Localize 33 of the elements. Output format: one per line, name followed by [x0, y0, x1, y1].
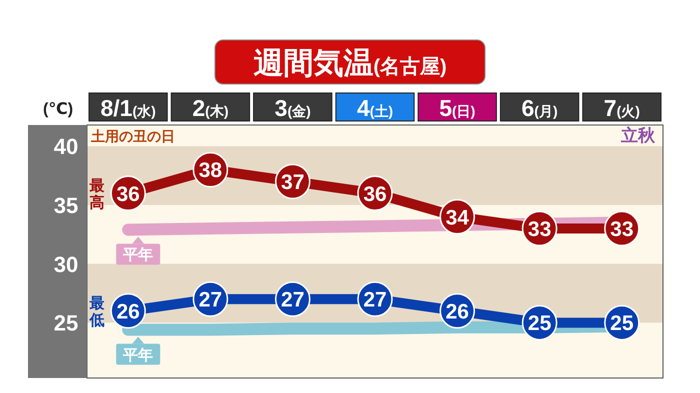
x-tick-label: 2(木): [192, 95, 228, 121]
x-tick-label: 5(日): [439, 95, 476, 121]
y-tick-label: 30: [54, 252, 78, 277]
annotation: 土用の丑の日: [90, 128, 175, 144]
annotation: 立秋: [620, 126, 656, 145]
x-tick-label: 4(土): [356, 95, 394, 121]
x-tick-label: 8/1(水): [100, 95, 156, 121]
data-label: 27: [198, 288, 222, 312]
x-tick-label: 7(火): [604, 95, 640, 121]
y-axis-title: (℃): [42, 101, 74, 118]
data-label: 37: [281, 170, 304, 194]
data-label: 26: [446, 300, 469, 324]
y-tick-label: 40: [54, 134, 78, 160]
data-label: 27: [363, 288, 387, 312]
data-label: 27: [281, 288, 304, 312]
chart-title: 週間気温(名古屋): [253, 47, 447, 80]
data-label: 36: [116, 182, 140, 206]
x-tick-label: 3(金): [274, 95, 311, 121]
data-label: 26: [116, 300, 140, 324]
data-label: 33: [528, 218, 552, 242]
x-tick-label: 6(月): [522, 95, 558, 121]
series-label: 最低: [88, 294, 104, 329]
data-label: 25: [528, 312, 552, 336]
legend-label: 平年: [122, 246, 154, 264]
y-tick-label: 35: [54, 193, 78, 218]
data-label: 34: [446, 206, 470, 230]
data-label: 36: [363, 182, 387, 206]
legend-label: 平年: [122, 346, 154, 364]
data-label: 33: [610, 218, 634, 242]
series-label: 最高: [88, 177, 104, 212]
y-tick-label: 25: [54, 310, 78, 336]
data-label: 38: [198, 159, 222, 182]
data-label: 25: [610, 312, 634, 336]
